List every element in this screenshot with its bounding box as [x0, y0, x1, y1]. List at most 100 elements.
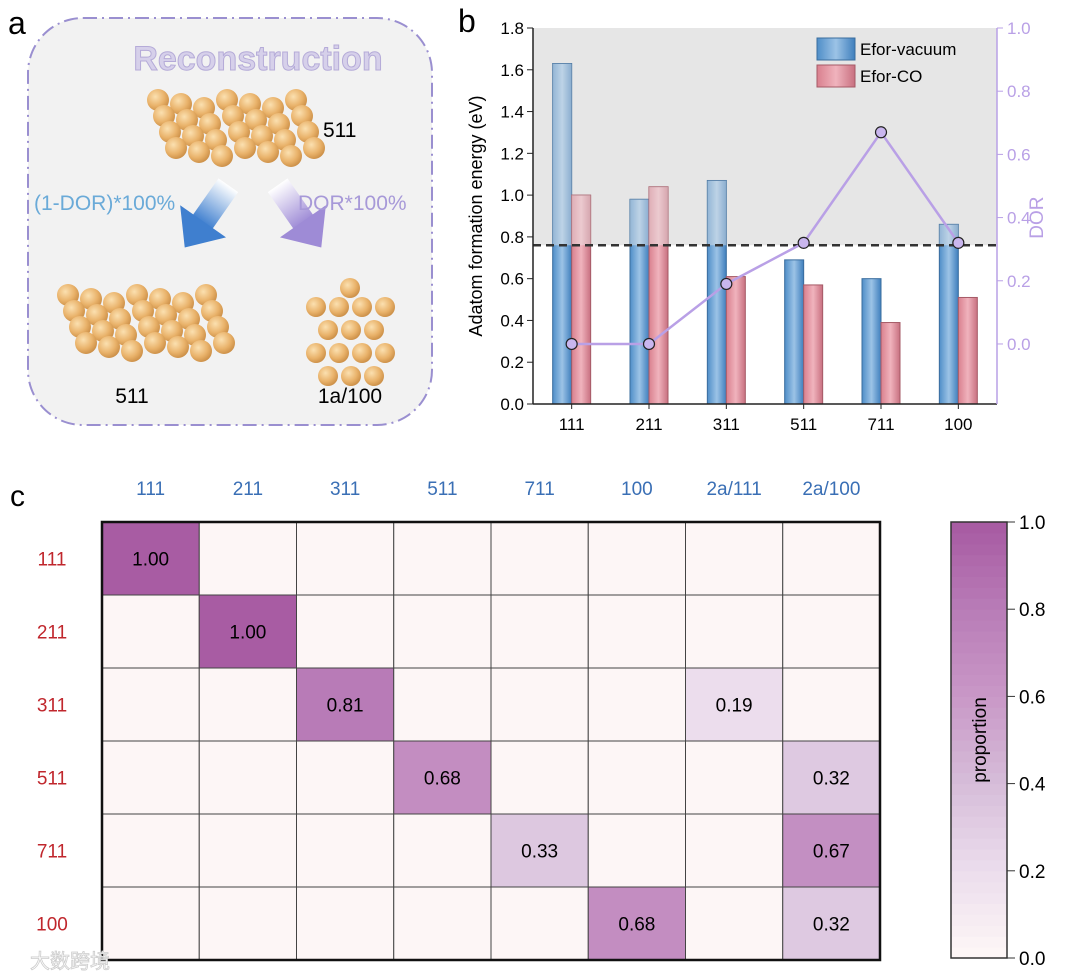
atom: [375, 343, 395, 363]
adatom: [340, 278, 360, 298]
atom: [352, 297, 372, 317]
atom: [257, 141, 279, 163]
y-tick-label: 1.8: [500, 19, 524, 38]
colorbar-segment: [951, 587, 1007, 599]
y-tick-label: 0.4: [500, 311, 524, 330]
heatmap-cell: [393, 813, 492, 888]
dor-point: [565, 337, 578, 351]
colorbar-segment: [951, 522, 1007, 534]
bar-vacuum: [784, 259, 805, 405]
heatmap-cell: [490, 667, 589, 742]
bar-vacuum: [861, 278, 882, 405]
dor-point: [952, 236, 965, 249]
colorbar-segment: [951, 947, 1007, 959]
colorbar-segment: [951, 729, 1007, 741]
y2-axis-label: DOR: [1027, 196, 1048, 238]
row-label: 111: [38, 550, 67, 571]
bar-fade: [552, 63, 572, 246]
heatmap-cell: [101, 594, 200, 669]
heatmap-cell: [296, 813, 395, 888]
heatmap-cell: [782, 667, 881, 742]
row-label: 311: [37, 696, 67, 717]
panel-a: a Reconstruction 511 (1-DOR)*100% DOR*10…: [8, 5, 433, 426]
cell-value: 0.81: [327, 696, 364, 717]
atom: [352, 343, 372, 363]
atom: [165, 137, 187, 159]
colorbar-tick-label: 0.4: [1019, 775, 1046, 796]
heatmap-cell: [490, 886, 589, 961]
top-511-label: 511: [323, 119, 356, 142]
legend-label: Efor-vacuum: [860, 40, 956, 59]
heatmap-cell: [393, 594, 492, 669]
y-tick-label: 0.6: [500, 270, 524, 289]
column-label: 2a/100: [802, 479, 860, 500]
colorbar-segment: [951, 707, 1007, 719]
atom: [211, 145, 233, 167]
colorbar-segment: [951, 685, 1007, 697]
cell-value: 0.19: [716, 696, 753, 717]
cell-value: 1.00: [229, 623, 266, 644]
colorbar-segment: [951, 881, 1007, 894]
legend-swatch: [816, 64, 856, 88]
atom: [167, 336, 189, 358]
x-tick-label: 711: [867, 415, 894, 434]
heatmap-cell: [587, 667, 686, 742]
y-tick-label: 0.0: [500, 395, 524, 414]
heatmap-cell: [101, 886, 200, 961]
atom: [303, 137, 325, 159]
row-label: 511: [37, 769, 67, 790]
x-tick-label: 211: [635, 415, 662, 434]
colorbar-segment: [951, 565, 1007, 577]
panel-a-label: a: [8, 5, 26, 41]
heatmap-cell: [296, 594, 395, 669]
colorbar-segment: [951, 783, 1007, 795]
bar-co: [803, 284, 824, 405]
y-tick-label: 1.6: [500, 61, 524, 80]
arrow-left-icon: [180, 178, 239, 248]
colorbar-segment: [951, 805, 1007, 817]
panel-b-label: b: [458, 3, 476, 39]
cell-value: 0.68: [424, 769, 461, 790]
atom: [318, 366, 338, 386]
y-tick-label: 0.2: [500, 353, 524, 372]
x-tick-label: 311: [713, 415, 740, 434]
heatmap-cell: [393, 740, 492, 815]
atom: [213, 332, 235, 354]
cell-value: 0.67: [813, 842, 850, 863]
bottom-1a100-label: 1a/100: [318, 385, 382, 408]
dor-point: [874, 126, 888, 139]
dor-point: [797, 236, 810, 249]
heatmap-cell: [685, 886, 784, 961]
atom: [306, 297, 326, 317]
shaded-region: [533, 28, 997, 246]
atom-models: [57, 89, 395, 386]
atom: [190, 340, 212, 362]
column-label: 311: [330, 479, 360, 500]
cell-value: 1.00: [132, 550, 169, 571]
colorbar-segment: [951, 674, 1007, 686]
colorbar-tick-label: 0.8: [1019, 600, 1045, 621]
heatmap-cell: [587, 886, 686, 961]
heatmap-cell: [685, 740, 784, 815]
heatmap-border: [100, 520, 882, 962]
bar-co: [880, 322, 901, 405]
atom: [75, 332, 97, 354]
bar-fade: [571, 195, 591, 246]
heatmap-cell: [782, 521, 881, 596]
dor-line: [571, 130, 960, 346]
legend-label: Efor-CO: [860, 67, 922, 86]
colorbar-border: [950, 521, 1008, 959]
colorbar-segment: [951, 914, 1007, 926]
x-tick-label: 511: [790, 415, 817, 434]
colorbar-segment: [951, 718, 1007, 730]
cell-value: 0.32: [813, 769, 850, 790]
bar-vacuum: [938, 223, 959, 405]
colorbar-segment: [951, 772, 1007, 785]
colorbar-segment: [951, 576, 1007, 588]
dor-point: [642, 337, 656, 351]
atom: [364, 320, 384, 340]
cell-value: 0.33: [521, 842, 558, 863]
reconstruction-box: [27, 17, 433, 426]
y2-tick-label: 0.6: [1007, 145, 1031, 164]
column-label: 511: [427, 479, 457, 500]
